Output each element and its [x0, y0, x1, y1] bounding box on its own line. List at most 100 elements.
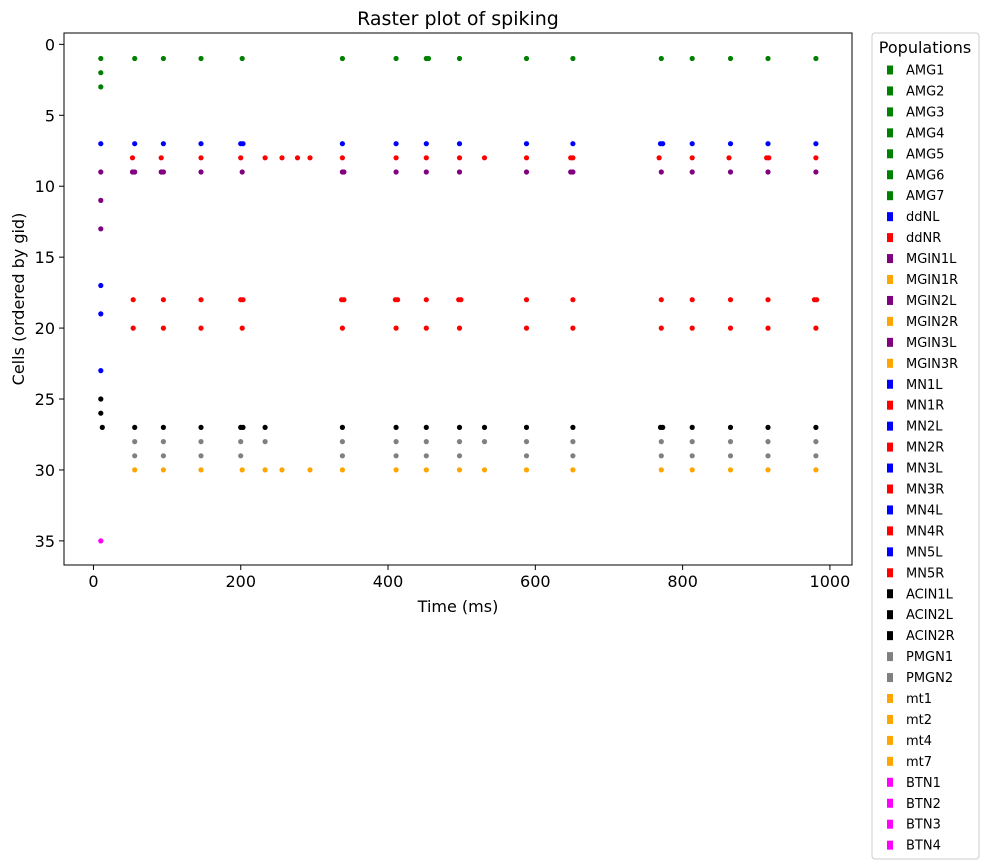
spike-point: [307, 467, 313, 473]
spike-point: [395, 297, 401, 303]
legend-label: MN3R: [906, 483, 944, 498]
y-axis: 0 5 10 15 20 25 30 35: [35, 35, 64, 551]
legend-label: ACIN2R: [906, 629, 955, 644]
spike-point: [727, 297, 734, 303]
legend-swatch: [887, 652, 893, 662]
spike-point: [689, 439, 695, 445]
spike-point: [98, 282, 104, 289]
spike-point: [262, 155, 268, 161]
legend-label: MN3L: [906, 462, 943, 477]
spike-point: [765, 424, 771, 430]
spike-point: [660, 141, 666, 147]
spike-point: [658, 467, 664, 473]
legend-item: BTN2: [887, 797, 941, 812]
spike-point: [481, 439, 488, 445]
spike-point: [339, 55, 345, 62]
spike-point: [456, 453, 463, 459]
x-tick-label: 200: [225, 572, 256, 591]
legend-item: MN2L: [887, 420, 943, 435]
legend-swatch: [887, 589, 893, 599]
legend-label: MGIN2L: [906, 294, 957, 309]
spike-point: [198, 155, 204, 161]
spike-point: [98, 55, 104, 62]
legend-item: MN4R: [887, 524, 944, 539]
legend-label: ACIN2L: [906, 608, 954, 623]
legend-swatch: [887, 484, 893, 494]
legend-swatch: [887, 107, 893, 117]
spike-point: [523, 141, 530, 147]
legend-swatch: [887, 694, 893, 703]
spike-point: [458, 297, 464, 303]
legend-label: mt4: [906, 734, 932, 749]
spike-point: [689, 169, 695, 175]
spike-point: [339, 467, 345, 473]
legend-swatch: [887, 379, 893, 389]
spike-point: [98, 169, 104, 175]
legend-item: MGIN1L: [887, 252, 957, 267]
legend-label: MGIN2R: [906, 315, 958, 330]
legend-swatch: [887, 421, 893, 431]
legend-swatch: [887, 233, 893, 243]
spike-point: [456, 141, 463, 147]
legend-swatch: [887, 170, 893, 180]
spike-point: [98, 396, 104, 402]
spike-point: [456, 439, 463, 445]
legend-item: MGIN2L: [887, 294, 957, 309]
legend-label: MN4R: [906, 524, 944, 539]
legend-swatch: [887, 212, 893, 222]
legend-label: MN2R: [906, 441, 944, 456]
spike-point: [393, 55, 399, 62]
spike-point: [456, 467, 463, 473]
spike-point: [339, 325, 345, 331]
spike-point: [132, 169, 138, 175]
spike-point: [130, 297, 136, 303]
spike-point: [98, 70, 104, 76]
spike-point: [341, 169, 347, 175]
legend-item: AMG3: [887, 105, 944, 120]
spike-point: [198, 439, 204, 445]
spike-point: [198, 55, 204, 62]
spike-point: [98, 538, 104, 544]
spike-point: [160, 297, 166, 303]
legend-item: AMG6: [887, 168, 944, 183]
spike-point: [198, 169, 204, 175]
spike-point: [279, 467, 285, 473]
spike-point: [523, 169, 530, 175]
spike-point: [570, 141, 576, 147]
spike-point: [813, 155, 819, 161]
legend-item: AMG1: [887, 64, 944, 79]
spike-points: [98, 55, 820, 544]
spike-point: [765, 439, 771, 445]
x-tick-label: 600: [520, 572, 551, 591]
legend-item: MN1R: [887, 399, 944, 414]
spike-point: [160, 424, 166, 430]
legend-item: AMG4: [887, 126, 944, 141]
spike-point: [239, 169, 245, 175]
legend-item: MN5L: [887, 545, 943, 560]
legend-label: MN2L: [906, 420, 943, 435]
legend-item: mt7: [887, 755, 932, 770]
spike-point: [727, 141, 734, 147]
legend-label: AMG5: [906, 147, 944, 162]
legend-label: mt7: [906, 755, 932, 770]
legend-item: ACIN2L: [887, 608, 954, 623]
spike-point: [765, 297, 771, 303]
spike-point: [570, 453, 576, 459]
legend-swatch: [887, 673, 893, 683]
legend-item: AMG2: [887, 84, 944, 99]
spike-point: [523, 424, 530, 430]
legend-swatch: [887, 819, 893, 829]
spike-point: [765, 325, 771, 331]
legend-swatch: [887, 526, 893, 536]
legend-swatch: [887, 400, 893, 410]
spike-point: [523, 439, 530, 445]
spike-point: [766, 155, 772, 161]
spike-point: [294, 155, 301, 161]
spike-point: [456, 169, 463, 175]
y-tick-label: 0: [45, 35, 55, 54]
spike-point: [423, 141, 429, 147]
spike-point: [813, 453, 819, 459]
spike-point: [658, 453, 664, 459]
spike-point: [456, 424, 463, 430]
